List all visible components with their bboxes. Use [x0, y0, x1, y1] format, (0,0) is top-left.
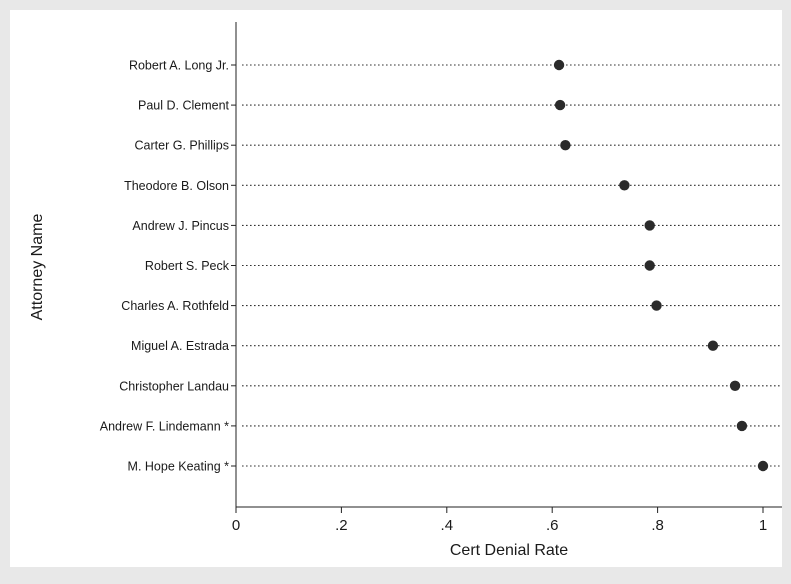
category-label: Andrew F. Lindemann *: [100, 419, 229, 433]
category-label: Carter G. Phillips: [135, 139, 229, 153]
category-label: Andrew J. Pincus: [132, 219, 229, 233]
plot-panel: [10, 10, 782, 567]
category-label: Paul D. Clement: [138, 99, 230, 113]
data-points: [553, 59, 769, 472]
category-label: Charles A. Rothfeld: [121, 299, 229, 313]
data-point: [757, 460, 769, 472]
x-tick-label: .6: [546, 517, 559, 534]
y-axis-label: Attorney Name: [29, 214, 46, 321]
category-label: M. Hope Keating *: [128, 460, 230, 474]
data-point: [651, 300, 662, 311]
data-point: [560, 140, 571, 151]
x-tick-label: .4: [441, 517, 454, 534]
category-label: Robert S. Peck: [145, 259, 230, 273]
x-tick-label: .8: [651, 517, 664, 534]
x-tick-label: .2: [335, 517, 348, 534]
category-label: Miguel A. Estrada: [131, 339, 229, 353]
category-labels: Robert A. Long Jr. Paul D. Clement Carter …: [100, 59, 236, 474]
category-label: Christopher Landau: [119, 379, 229, 393]
x-axis-label: Cert Denial Rate: [450, 542, 568, 559]
x-tick-label: 1: [759, 517, 767, 534]
data-point: [619, 180, 630, 191]
data-point: [644, 220, 655, 231]
x-tick-label: 0: [232, 517, 240, 534]
data-point: [729, 380, 741, 391]
category-label: Theodore B. Olson: [124, 179, 229, 193]
category-label: Robert A. Long Jr.: [129, 59, 229, 73]
data-point: [553, 59, 565, 71]
data-point: [707, 340, 719, 351]
x-axis-ticks: 0 .2 .4 .6 .8 1: [232, 507, 767, 534]
data-point: [644, 260, 655, 271]
data-point: [736, 420, 748, 432]
data-point: [554, 99, 566, 111]
